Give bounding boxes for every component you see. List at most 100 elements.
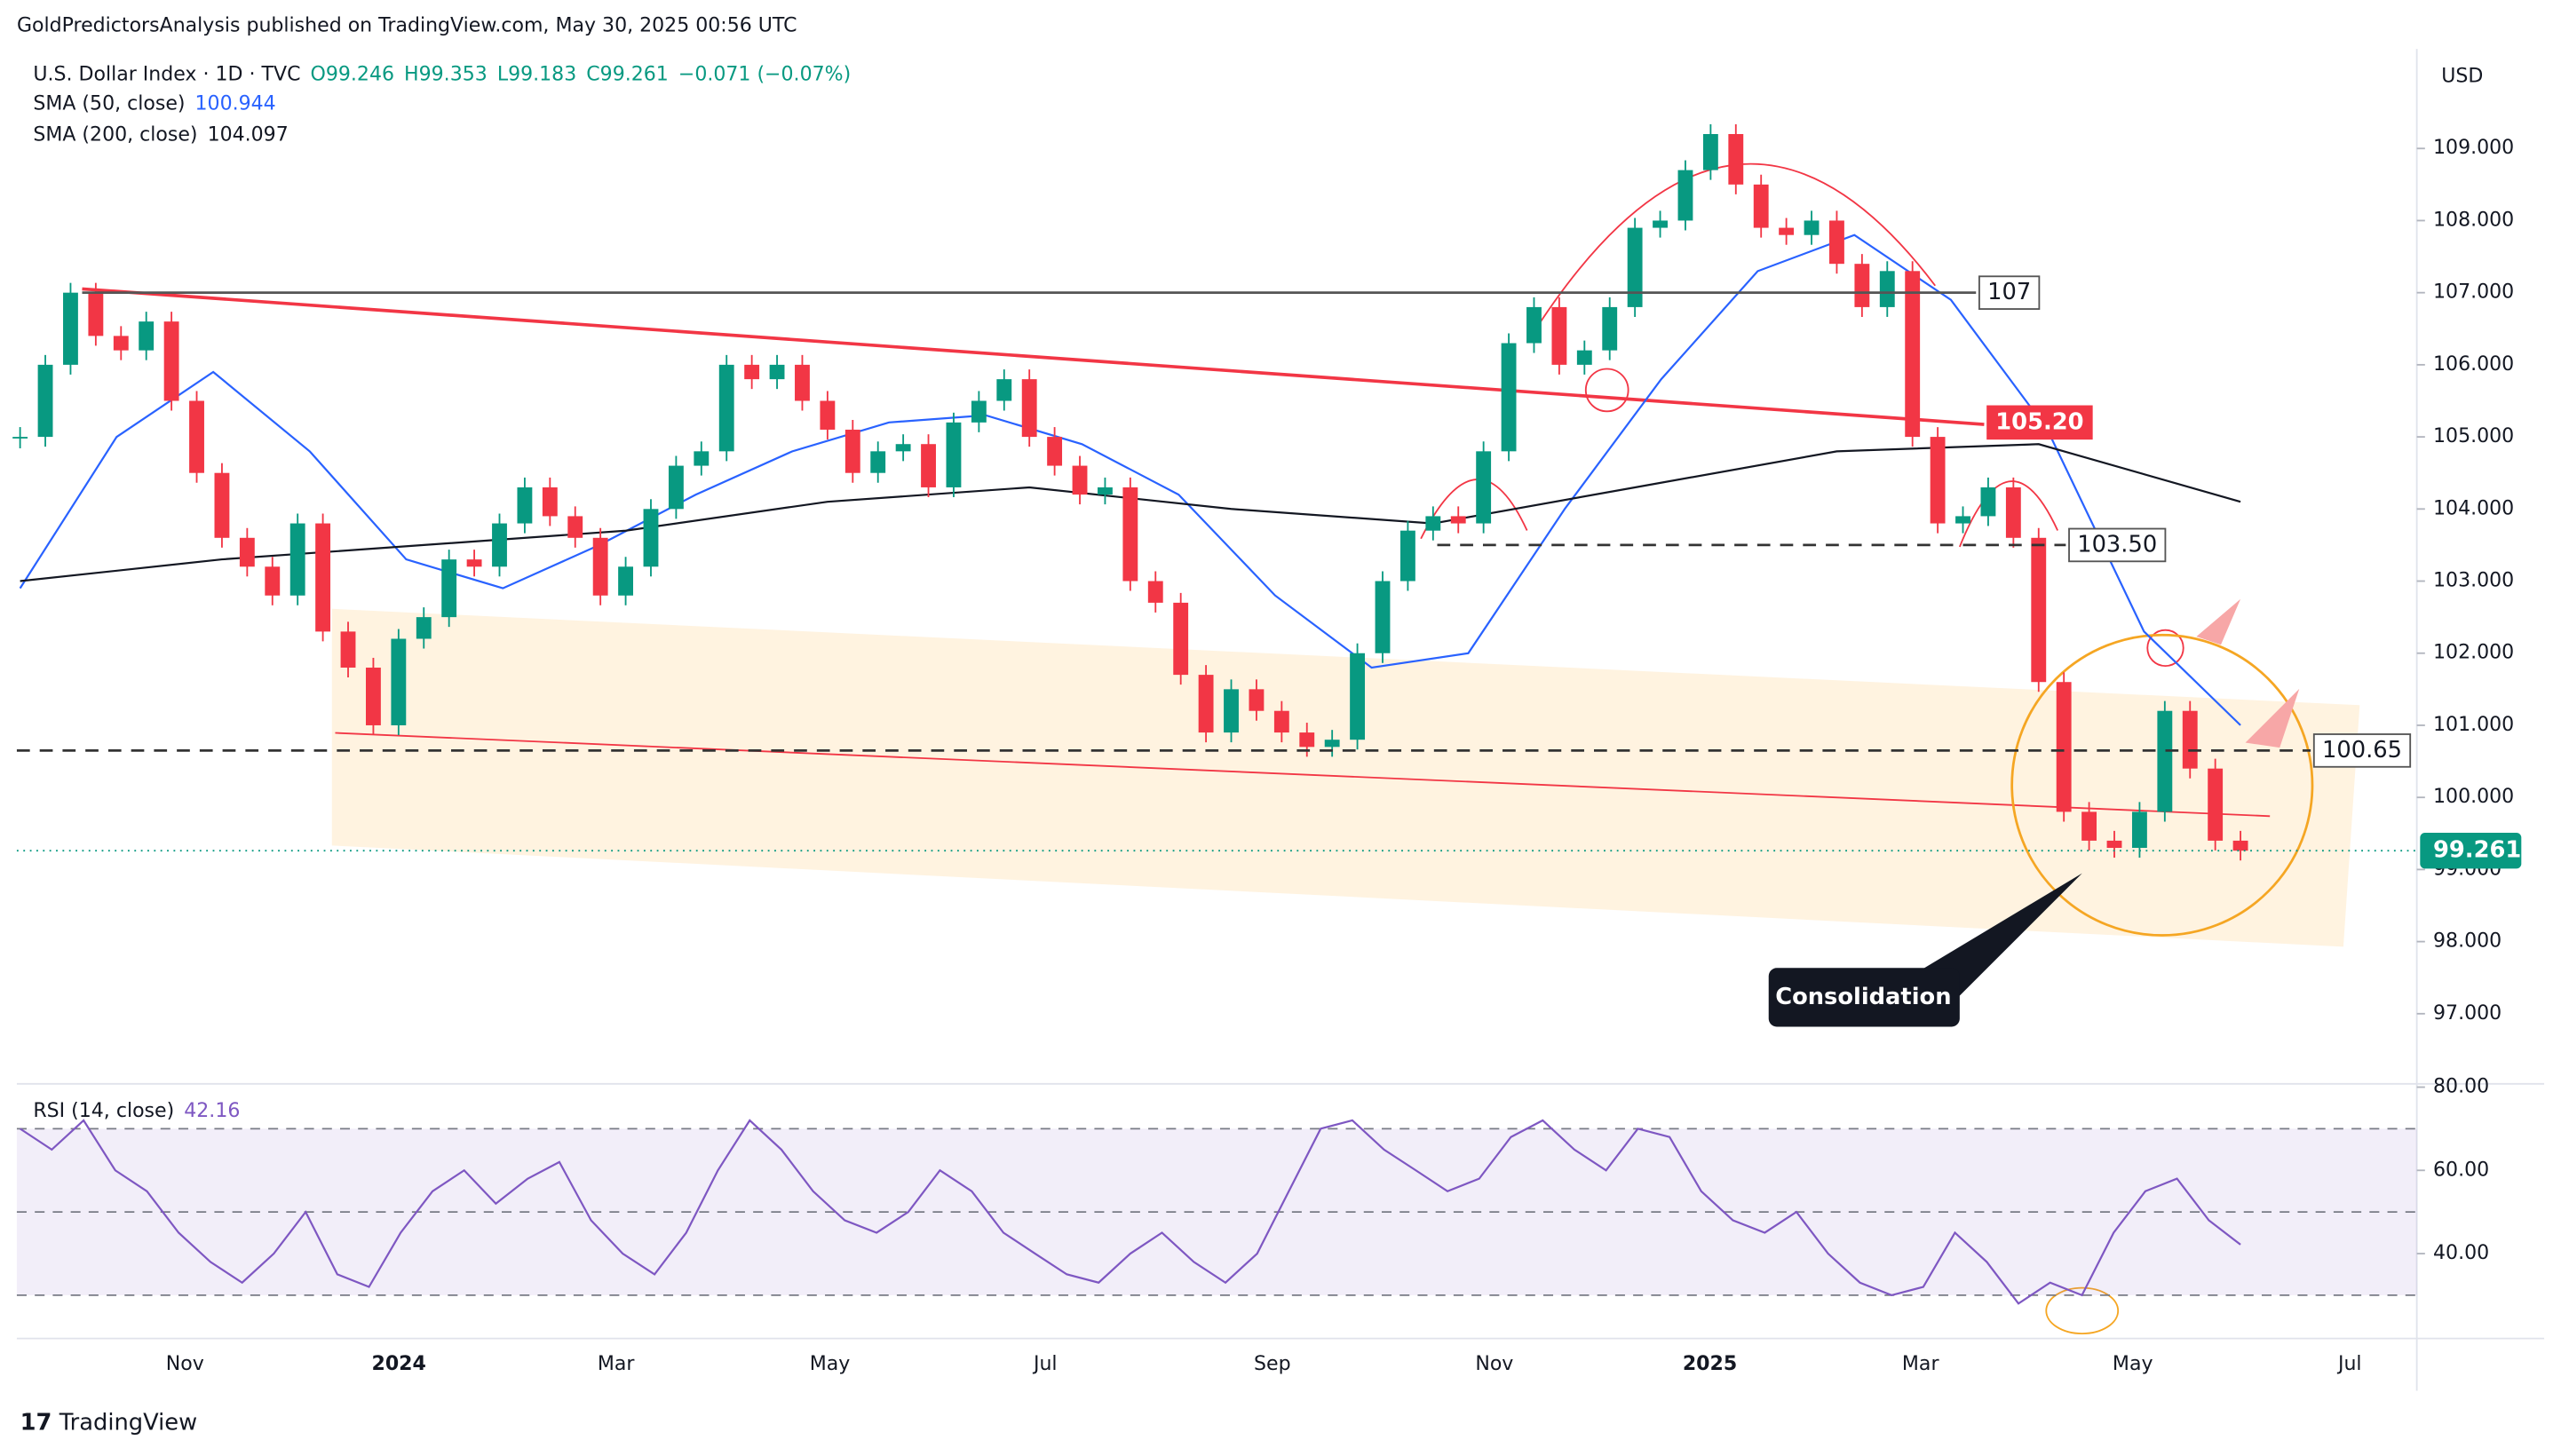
candle	[1955, 516, 1970, 524]
candle	[870, 451, 886, 473]
ohlc: L99.183	[497, 64, 576, 86]
candle	[1627, 227, 1643, 307]
callout-pointer	[1910, 873, 2082, 996]
x-tick-label: Nov	[166, 1353, 204, 1375]
ohlc: C99.261	[586, 64, 669, 86]
candle	[795, 364, 810, 401]
candle	[2157, 710, 2173, 812]
candle	[1753, 184, 1769, 228]
x-tick-label: May	[810, 1353, 851, 1375]
rsi-title: RSI (14, close)	[33, 1100, 174, 1122]
candle	[1324, 740, 1340, 748]
candle	[1576, 350, 1592, 365]
candle	[1098, 487, 1113, 495]
candle	[1450, 516, 1466, 524]
y-tick-label: 106.000	[2433, 353, 2514, 376]
x-tick-label: Mar	[598, 1353, 636, 1375]
last-price-box	[2420, 832, 2522, 869]
candle	[1147, 581, 1163, 603]
candle	[1299, 732, 1315, 748]
candle	[1980, 487, 1996, 517]
candle	[643, 509, 659, 567]
y-tick-label: 100.000	[2433, 786, 2514, 808]
candle	[718, 364, 734, 452]
trendline	[82, 287, 1985, 426]
callout-box	[1768, 968, 1960, 1027]
candle	[1273, 710, 1289, 733]
candle	[315, 523, 331, 632]
candle	[2005, 487, 2021, 538]
arrows	[2196, 598, 2300, 748]
candle	[844, 429, 860, 473]
level-label: 107	[1987, 279, 2031, 305]
legend-value: 104.097	[208, 124, 289, 146]
x-tick-label: Jul	[1032, 1353, 1058, 1375]
candle	[1249, 689, 1265, 711]
last-price-label: 99.261	[2433, 837, 2521, 864]
candle	[1501, 343, 1517, 452]
y-tick-label: 101.000	[2433, 714, 2514, 736]
candle	[1804, 220, 1820, 235]
candle	[2208, 768, 2224, 841]
legend-name: SMA (200, close)	[33, 124, 197, 146]
marker-circle	[2146, 629, 2184, 668]
candle	[1602, 306, 1618, 351]
x-tick-label: May	[2113, 1353, 2153, 1375]
candle	[1198, 675, 1214, 733]
candle	[1930, 437, 1946, 524]
candle	[2106, 840, 2122, 849]
candle	[113, 336, 129, 351]
callout-text: Consolidation	[1775, 984, 1951, 1010]
candle	[971, 400, 987, 423]
candle	[1526, 306, 1542, 344]
arc	[1958, 480, 2058, 548]
y-tick-label: 97.000	[2433, 1002, 2502, 1025]
x-tick-label: Jul	[2336, 1353, 2362, 1375]
candle	[2131, 811, 2147, 849]
candle	[2232, 840, 2248, 851]
candle	[592, 537, 608, 596]
x-tick-label: Sep	[1254, 1353, 1291, 1375]
channel-zone	[331, 608, 2360, 947]
x-tick-label: Nov	[1475, 1353, 1513, 1375]
candle	[365, 667, 381, 725]
ohlc: O99.246	[311, 64, 395, 86]
candle	[1224, 689, 1239, 733]
candle	[1702, 133, 1718, 170]
candle	[2031, 537, 2047, 683]
candle	[1728, 133, 1744, 185]
currency: USD	[2441, 65, 2483, 87]
candle	[2081, 811, 2097, 841]
candle	[1425, 516, 1441, 531]
ohlc: H99.353	[404, 64, 488, 86]
candle	[996, 379, 1012, 401]
y-tick-label: 60.00	[2433, 1159, 2489, 1181]
level-label: 105.20	[1995, 408, 2083, 435]
y-tick-label: 105.000	[2433, 425, 2514, 447]
candle	[1375, 581, 1391, 653]
y-tick-label: 80.00	[2433, 1076, 2489, 1098]
candle	[189, 400, 204, 473]
candle	[163, 321, 179, 401]
sma-line	[19, 233, 2241, 726]
candle	[63, 292, 78, 365]
candle	[466, 559, 482, 567]
level-label: 100.65	[2322, 737, 2402, 764]
candle	[340, 631, 356, 668]
candle	[239, 537, 255, 567]
level-label-box	[1978, 275, 2041, 310]
y-tick-label: 108.000	[2433, 209, 2514, 231]
candle	[820, 400, 836, 430]
y-tick-label: 103.000	[2433, 570, 2514, 592]
candle	[12, 437, 28, 439]
candle	[1829, 220, 1844, 265]
candle	[1122, 487, 1138, 582]
candle	[542, 487, 558, 517]
candle	[1021, 379, 1037, 438]
candle	[668, 465, 684, 510]
y-tick-label: 109.000	[2433, 137, 2514, 159]
y-tick-label: 102.000	[2433, 642, 2514, 664]
rsi-circle	[2045, 1286, 2120, 1335]
y-tick-label: 107.000	[2433, 281, 2514, 304]
y-tick-label: 40.00	[2433, 1242, 2489, 1264]
